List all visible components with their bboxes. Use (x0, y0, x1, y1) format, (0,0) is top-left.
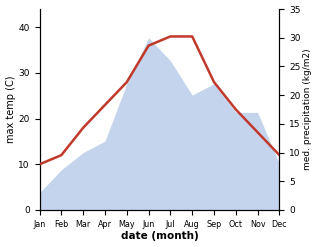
X-axis label: date (month): date (month) (121, 231, 198, 242)
Y-axis label: max temp (C): max temp (C) (5, 76, 16, 143)
Y-axis label: med. precipitation (kg/m2): med. precipitation (kg/m2) (303, 49, 313, 170)
